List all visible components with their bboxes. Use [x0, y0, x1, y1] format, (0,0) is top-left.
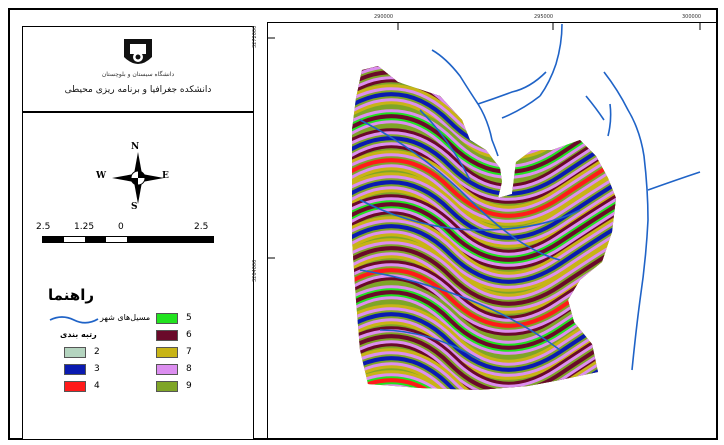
stream-line — [419, 109, 471, 181]
elevation-band — [352, 66, 616, 69]
scale-label-right: 2.5 — [194, 222, 209, 232]
x-tick-290000: 290000 — [374, 14, 394, 20]
river-legend-icon — [49, 316, 99, 324]
map-area — [267, 22, 718, 440]
legend-label-3: 3 — [94, 364, 100, 374]
legend-swatch-4 — [64, 381, 86, 392]
elevation-legend-title: رتبه بندی — [60, 330, 97, 339]
elevation-band — [340, 22, 640, 62]
elevation-band — [340, 22, 640, 40]
legend-label-2: 2 — [94, 347, 100, 357]
stream-line — [359, 269, 561, 351]
river-legend-label: مسیل‌های شهر — [100, 313, 151, 322]
elevation-band — [340, 22, 640, 40]
legend-swatch-6 — [156, 330, 178, 341]
faculty-title: دانشکده جغرافیا و برنامه ریزی محیطی — [64, 85, 212, 95]
legend-swatch-7 — [156, 347, 178, 358]
elevation-band — [352, 383, 616, 390]
university-logo — [124, 39, 152, 64]
legend-swatch-2 — [64, 347, 86, 358]
compass-south: S — [131, 202, 138, 212]
elevation-band — [352, 381, 616, 390]
legend-swatch-5 — [156, 313, 178, 324]
scale-label-mid: 1.25 — [74, 222, 95, 232]
legend-label-6: 6 — [186, 330, 192, 340]
legend-label-9: 9 — [186, 381, 192, 391]
elevation-band — [352, 168, 616, 240]
elevation-band — [340, 22, 640, 40]
legend-label-7: 7 — [186, 347, 192, 357]
legend-label-8: 8 — [186, 364, 192, 374]
legend-label-5: 5 — [186, 313, 192, 323]
title-panel: دانشگاه سیستان و بلوچستان دانشکده جغرافی… — [22, 26, 254, 112]
elevation-band — [340, 22, 640, 40]
x-tick-295000: 295000 — [534, 14, 554, 20]
scale-label-zero: 0 — [118, 222, 124, 232]
elevation-band — [352, 386, 616, 390]
legend-swatch-9 — [156, 381, 178, 392]
elevation-band — [340, 22, 640, 62]
stream-line — [379, 329, 481, 361]
stream-line — [359, 119, 561, 261]
legend-title: راهنما — [48, 286, 94, 304]
compass-west: W — [96, 171, 107, 181]
legend-label-4: 4 — [94, 381, 100, 391]
compass-east: E — [162, 171, 169, 181]
elevation-band — [352, 190, 616, 262]
legend-swatch-3 — [64, 364, 86, 375]
north-arrow-icon — [112, 152, 164, 204]
y-tick-3272000: 3272000 — [252, 25, 258, 48]
compass-north: N — [131, 142, 140, 152]
y-tick-3264000: 3264000 — [252, 259, 258, 282]
legend-swatch-8 — [156, 364, 178, 375]
map-canvas — [267, 22, 701, 390]
elevation-bands — [340, 22, 640, 390]
stream-line — [359, 199, 581, 231]
elevation-band — [352, 66, 616, 72]
river-network — [431, 23, 701, 371]
x-tick-300000: 300000 — [682, 14, 702, 20]
scale-bar — [42, 236, 214, 243]
elevation-band — [352, 388, 616, 390]
scale-label-left: 2.5 — [36, 222, 51, 232]
elevation-band — [352, 212, 616, 284]
logo-caption: دانشگاه سیستان و بلوچستان — [101, 71, 175, 78]
map-frame — [8, 8, 718, 440]
